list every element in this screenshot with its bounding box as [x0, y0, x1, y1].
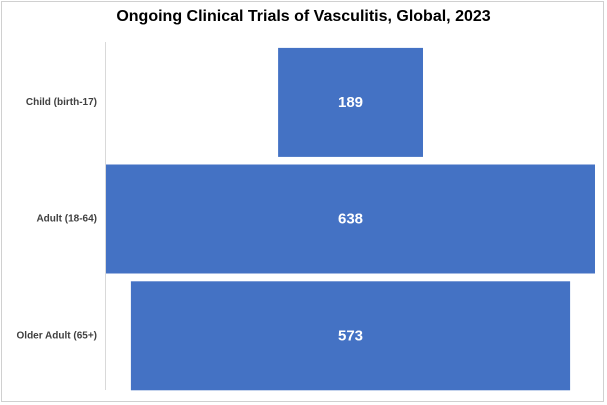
- chart-title: Ongoing Clinical Trials of Vasculitis, G…: [116, 8, 491, 25]
- data-label: 638: [338, 211, 363, 228]
- category-label: Child (birth-17): [26, 97, 97, 108]
- category-label: Adult (18-64): [36, 214, 97, 225]
- funnel-bar: [278, 47, 423, 157]
- category-label: Older Adult (65+): [17, 330, 97, 341]
- data-label: 189: [338, 94, 363, 111]
- funnel-bar: [106, 164, 595, 274]
- funnel-bar: [130, 281, 571, 391]
- data-label: 573: [338, 327, 363, 344]
